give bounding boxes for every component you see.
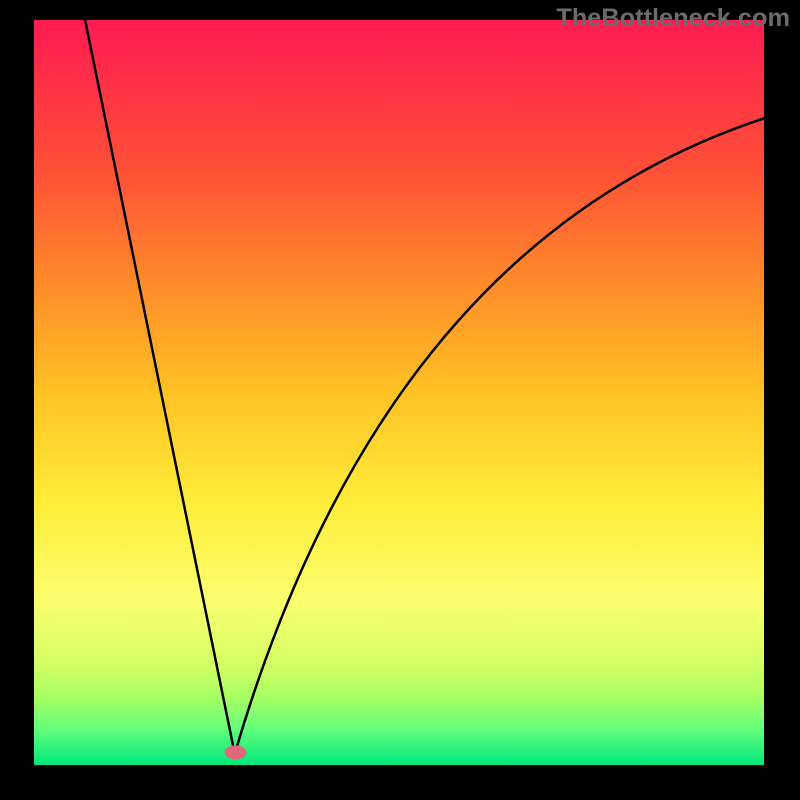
chart-stage: TheBottleneck.com bbox=[0, 0, 800, 800]
watermark-text: TheBottleneck.com bbox=[556, 4, 790, 33]
minimum-marker bbox=[224, 745, 246, 759]
chart-svg bbox=[0, 0, 800, 800]
plot-background-gradient bbox=[34, 20, 764, 765]
